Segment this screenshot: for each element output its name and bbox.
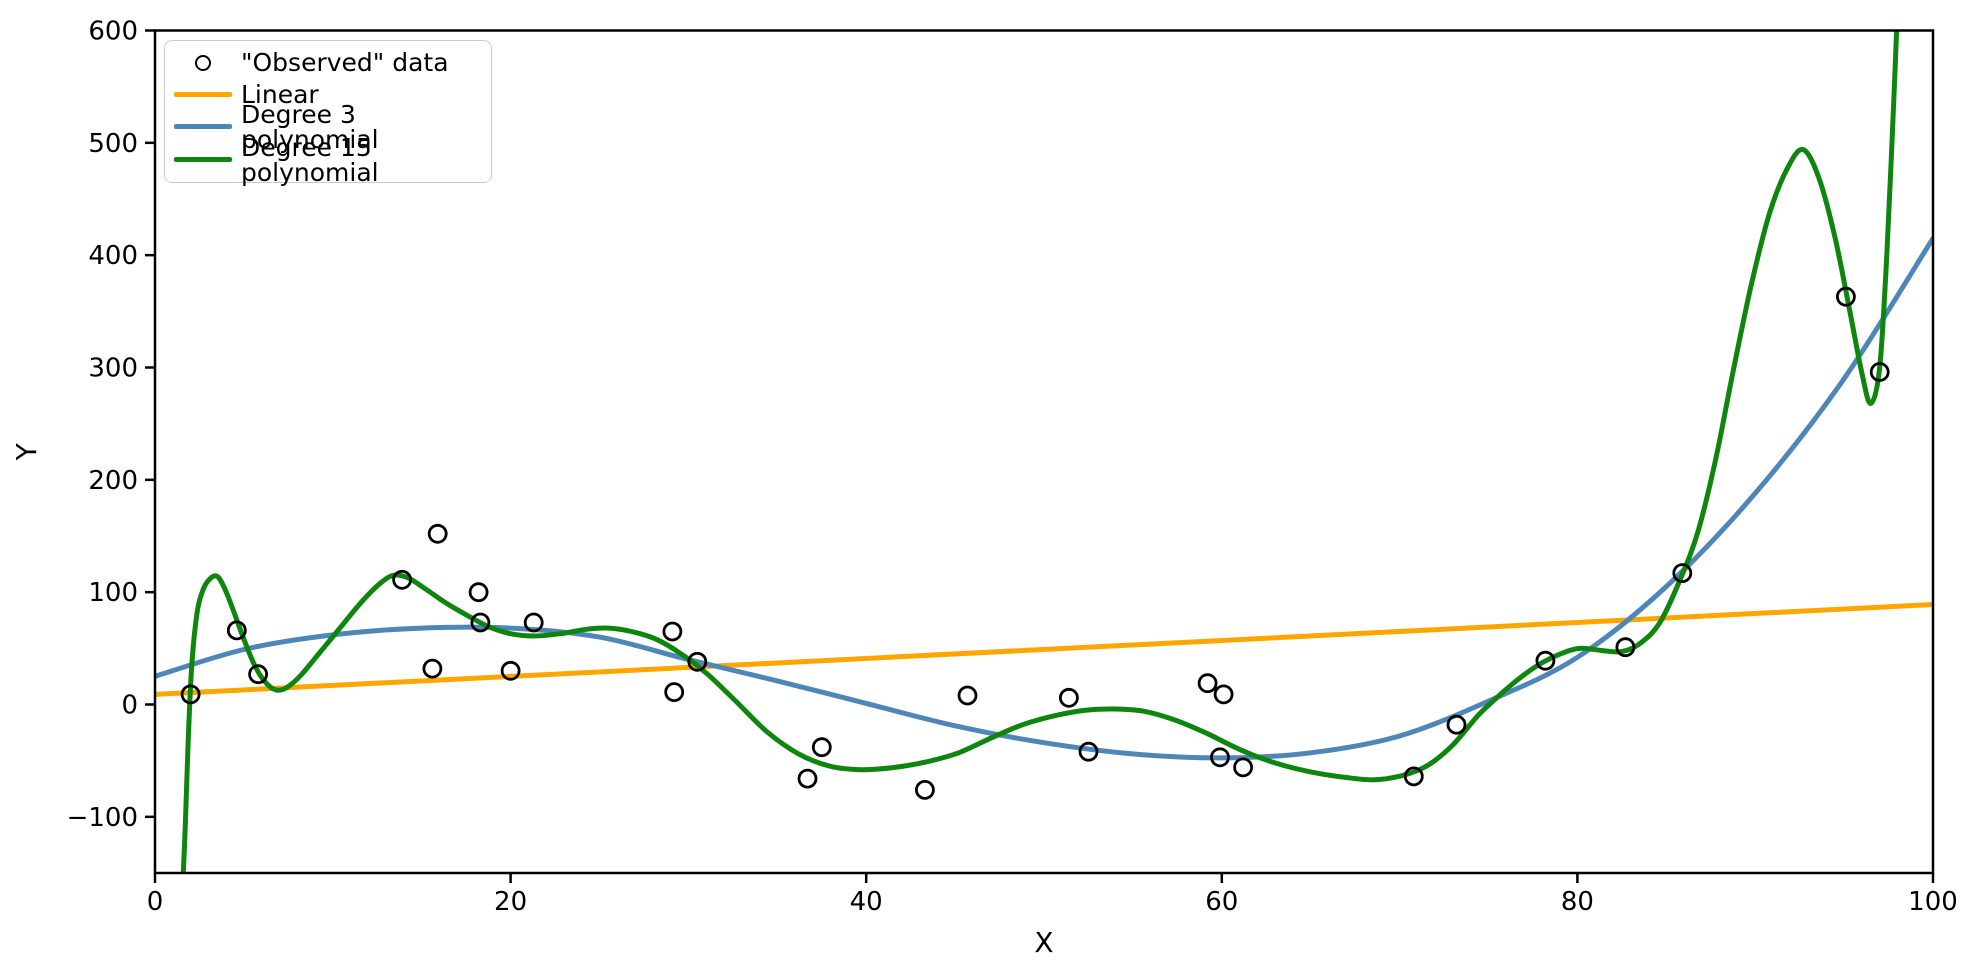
y-tick-label: 100 [88, 578, 138, 608]
y-tick-label: 200 [88, 466, 138, 496]
scatter-point [392, 569, 413, 590]
scatter-point [1672, 563, 1693, 583]
scatter-point [468, 582, 489, 603]
x-tick-label: 100 [1908, 887, 1958, 917]
open-circle-marker-icon [195, 54, 211, 71]
scatter-point [427, 523, 448, 544]
scatter-point [1403, 766, 1424, 787]
scatter-point [687, 651, 708, 672]
legend-item: Degree 15 polynomial [165, 135, 491, 185]
scatter-point [422, 658, 443, 679]
green-line-swatch-icon [174, 157, 232, 162]
series-line-degree-3-polynomial [155, 235, 1933, 761]
orange-line-swatch-icon [174, 91, 232, 97]
orange-line-swatch-icon [165, 91, 241, 97]
scatter-point [1197, 673, 1218, 694]
scatter-point [248, 664, 269, 685]
y-tick-label: 300 [88, 354, 138, 384]
scatter-point [226, 620, 247, 641]
legend-item: Degree 3 polynomial [165, 102, 491, 152]
scatter-point [797, 768, 818, 789]
scatter-point [470, 612, 491, 633]
legend-item-label: Linear [241, 79, 319, 109]
y-tick-label: 0 [121, 691, 138, 721]
green-line-swatch-icon [165, 157, 241, 162]
legend-item: Linear [165, 79, 491, 111]
scatter-point [1213, 684, 1234, 705]
x-tick-label: 20 [494, 887, 527, 917]
y-tick-label: 600 [88, 17, 138, 47]
x-tick-label: 60 [1205, 887, 1238, 917]
plot-area [155, 30, 1933, 873]
scatter-point [1233, 757, 1253, 778]
y-tick-label: 400 [88, 241, 138, 271]
axes-spines [153, 29, 1935, 875]
scatter-point [662, 621, 683, 642]
scatter-point [180, 684, 201, 705]
x-tick-label: 0 [147, 887, 164, 917]
y-tick-label: −100 [67, 803, 138, 833]
scatter-point [957, 685, 978, 706]
legend: "Observed" data Linear Degree 3 polynomial… [164, 40, 492, 185]
legend-item-label: Degree 3 polynomial [241, 99, 379, 154]
scatter-point [1869, 362, 1890, 382]
scatter-point [523, 612, 544, 633]
scatter-point [664, 682, 685, 702]
scatter-point [500, 660, 521, 681]
series-line-linear [155, 602, 1933, 697]
scatter-point [811, 737, 832, 758]
series-line-degree-15-polynomial [180, 30, 1900, 873]
scatter-point [1836, 286, 1856, 307]
scatter-point [1446, 714, 1467, 735]
scatter-point [1535, 650, 1556, 671]
x-tick-label: 80 [1561, 887, 1594, 917]
scatter-point [1210, 747, 1230, 768]
blue-line-swatch-icon [174, 124, 232, 129]
legend-item-label: "Observed" data [241, 48, 449, 78]
y-tick-label: 500 [88, 129, 138, 159]
x-axis-label: X [1034, 926, 1053, 959]
legend-item-label: Degree 15 polynomial [241, 132, 379, 187]
scatter-point [1078, 741, 1099, 762]
scatter-point [915, 780, 935, 800]
open-circle-marker-icon [165, 54, 241, 71]
legend-item: "Observed" data [165, 47, 491, 79]
x-tick-label: 40 [850, 887, 883, 917]
scatter-point [1615, 637, 1636, 658]
blue-line-swatch-icon [165, 124, 241, 129]
scatter-point [1059, 687, 1079, 708]
y-axis-label: Y [10, 442, 43, 461]
